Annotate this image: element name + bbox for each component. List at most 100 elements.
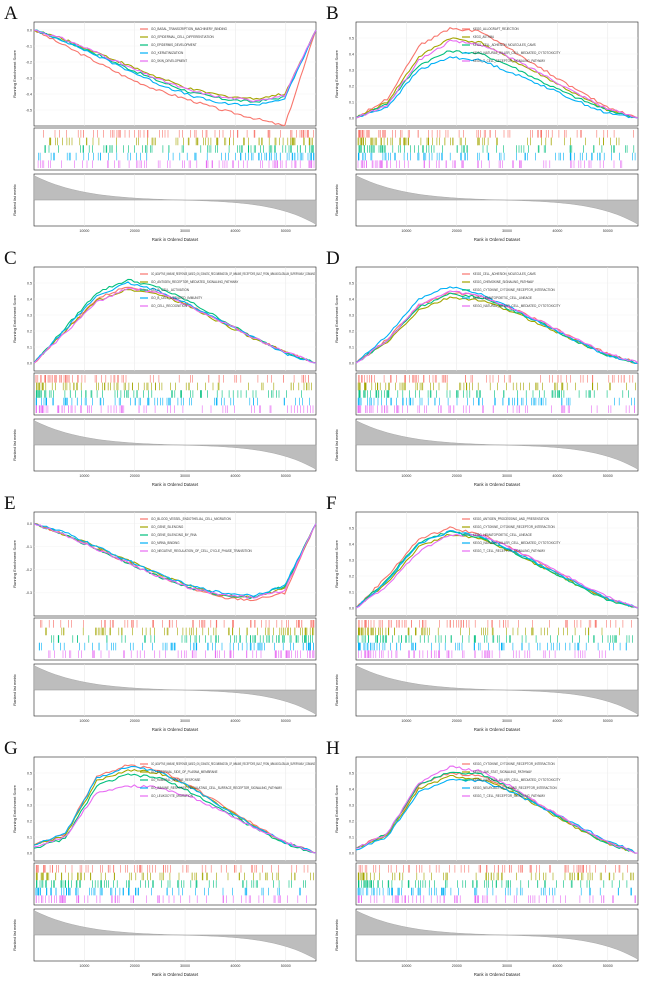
x-tick-label: 40000 [552,474,562,478]
legend-label: GO_BASAL_TRANSCRIPTION_MACHINERY_BINDING [151,27,227,31]
x-tick-label: 40000 [230,474,240,478]
hit-ticks-5 [35,895,307,903]
legend-label: GO_EXTERNAL_SIDE_OF_PLASMA_MEMBRANE [151,770,218,774]
es-frame [355,21,639,127]
legend-label: KEGG_NATURAL_KILLER_CELL_MEDIATED_CYTOTO… [473,541,561,545]
x-tick-label: 50000 [603,964,613,968]
panel-letter: E [4,493,16,514]
y-tick-label: 0.1 [349,345,354,349]
legend-label: GO_KERATINIZATION [151,51,184,55]
hit-ticks-4 [357,887,632,896]
es-curve-5 [355,765,639,854]
es-frame [33,21,317,127]
hit-ticks-5 [357,895,637,903]
hit-ticks-1 [40,620,315,628]
y-tick-label: 0.2 [349,329,354,333]
y-tick-label: 0.4 [349,297,354,301]
y-tick-label: 0.2 [27,819,32,823]
hits-frame [33,617,317,661]
legend-label: KEGG_T_CELL_RECEPTOR_SIGNALING_PATHWAY [473,549,546,553]
es-curve-5 [33,523,317,599]
es-curve-4 [355,286,639,364]
y-tick-label: 0.4 [349,787,354,791]
x-tick-label: 10000 [401,229,411,233]
rank-axis-label: Ranked list metric [12,919,17,951]
panel-letter: G [4,738,18,759]
legend-label: GO_ADAPTIVE_IMMUNE_RESPONSE_BASED_ON_SOM… [151,762,315,766]
panel-letter: H [326,738,340,759]
x-axis-label: Rank in Ordered Dataset [474,972,521,977]
x-tick-label: 20000 [130,229,140,233]
panel-f: F 10000 20000 30000 40000 50000 0.5 0.4 0.3 0.2 0.… [322,490,644,735]
es-frame [33,511,317,617]
y-tick-label: -0.2 [26,568,32,572]
x-axis-label: Rank in Ordered Dataset [152,482,199,487]
y-tick-label: 0.5 [27,771,32,775]
y-axis-label: Running Enrichment Score [12,784,17,833]
x-tick-label: 40000 [552,719,562,723]
es-frame [355,756,639,862]
es-curve-1 [33,29,317,127]
x-tick-label: 10000 [79,474,89,478]
hit-ticks-1 [358,130,634,138]
legend-label: KEGG_ASTHMA [473,35,494,39]
hit-ticks-5 [48,650,315,658]
x-axis-label: Rank in Ordered Dataset [152,237,199,242]
legend-label: KEGG_CYTOKINE_CYTOKINE_RECEPTOR_INTERACT… [473,762,555,766]
x-axis-label: Rank in Ordered Dataset [152,972,199,977]
legend-label: GO_ANTIGEN_RECEPTOR_MEDIATED_SIGNALING_P… [151,280,239,284]
hit-ticks-2 [357,627,620,636]
rank-axis-label: Ranked list metric [12,184,17,216]
y-tick-label: 0.2 [349,819,354,823]
panel-d: D 10000 20000 30000 40000 50000 0.5 0.4 0.3 0.2 0.… [322,245,644,490]
y-axis-label: Running Enrichment Score [334,294,339,343]
legend-label: GO_EPIDERMAL_CELL_DIFFERENTIATION [151,35,214,39]
y-tick-label: 0.5 [349,281,354,285]
hit-ticks-4 [35,397,310,406]
legend-label: GO_SKIN_DEVELOPMENT [151,59,187,63]
y-tick-label: 0.2 [349,84,354,88]
hit-ticks-4 [358,642,627,651]
y-tick-label: 0.1 [27,345,32,349]
panel-letter: C [4,248,17,269]
x-tick-label: 50000 [603,474,613,478]
y-axis-label: Running Enrichment Score [334,49,339,98]
x-tick-label: 30000 [180,474,190,478]
y-tick-label: 0.0 [27,361,32,365]
y-tick-label: 0.1 [27,835,32,839]
es-curve-5 [34,784,317,854]
y-tick-label: 0.3 [349,313,354,317]
y-tick-label: -0.1 [26,44,32,48]
y-tick-label: 0.3 [27,803,32,807]
hit-ticks-2 [357,382,636,391]
y-tick-label: 0.4 [349,542,354,546]
x-tick-label: 50000 [281,474,291,478]
gsea-plot: 10000 20000 30000 40000 50000 0.5 0.4 0.3 0.2 0.1… [12,756,317,977]
y-axis-label: Running Enrichment Score [12,294,17,343]
y-tick-label: -0.4 [26,92,32,96]
panel-letter: F [326,493,337,514]
rank-axis-label: Ranked list metric [334,674,339,706]
es-frame [33,266,317,372]
x-tick-label: 30000 [180,229,190,233]
x-tick-label: 30000 [180,719,190,723]
es-curve-3 [355,530,639,609]
x-tick-label: 20000 [452,229,462,233]
hits-frame [33,372,317,416]
x-tick-label: 40000 [230,229,240,233]
legend-label: KEGG_JAK_STAT_SIGNALING_PATHWAY [473,770,533,774]
es-curve-3 [33,773,317,854]
x-tick-label: 20000 [130,474,140,478]
legend-label: GO_HUMORAL_IMMUNE_RESPONSE [151,778,201,782]
y-tick-label: 0.2 [27,329,32,333]
gsea-plot: 10000 20000 30000 40000 50000 0.5 0.4 0.3 0.2 0.1… [12,266,317,487]
x-tick-label: 30000 [502,964,512,968]
rank-axis-label: Ranked list metric [12,674,17,706]
y-tick-label: 0.3 [349,68,354,72]
y-tick-label: 0.2 [349,574,354,578]
hit-ticks-2 [36,382,312,391]
panel-c: C 10000 20000 30000 40000 50000 0.5 0.4 0.3 0.2 0.… [0,245,322,490]
hits-frame [355,617,639,661]
legend-label: KEGG_NEUROACTIVE_LIGAND_RECEPTOR_INTERAC… [473,786,557,790]
hit-ticks-5 [37,160,315,168]
